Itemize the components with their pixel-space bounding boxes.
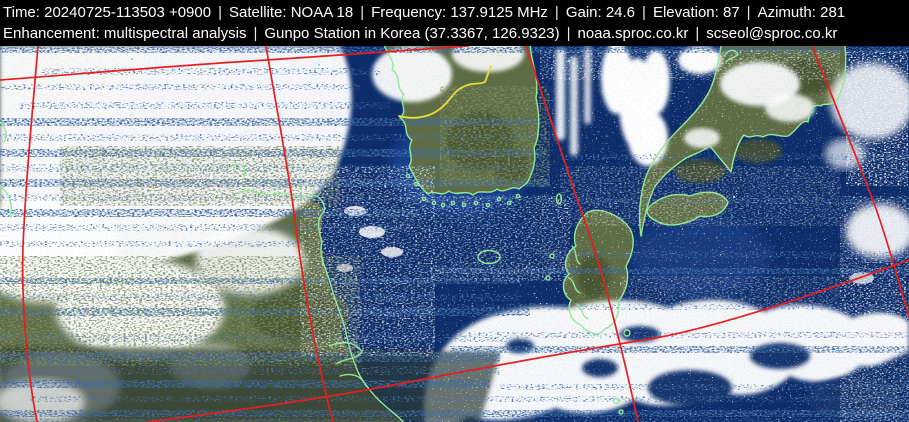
metadata-line-2: Enhancement: multispectral analysis | Gunp… bbox=[3, 23, 909, 44]
graticule-meridian-3 bbox=[525, 46, 639, 422]
email-field: scseol@sproc.co.kr bbox=[706, 25, 838, 42]
separator: | bbox=[746, 4, 751, 21]
metadata-line-1: Time: 20240725-113503 +0900 | Satellite: N… bbox=[3, 2, 909, 23]
kyushu-south-islands bbox=[545, 253, 631, 415]
satellite-image-canvas bbox=[0, 46, 909, 422]
station-field: Gunpo Station in Korea (37.3367, 126.932… bbox=[264, 25, 560, 42]
noto-peninsula-coastline bbox=[723, 49, 739, 63]
separator: | bbox=[642, 4, 646, 21]
korea-coastline bbox=[383, 46, 540, 196]
satellite-field: Satellite: NOAA 18 bbox=[229, 4, 354, 21]
separator: | bbox=[554, 4, 559, 21]
graticule-parallel-north bbox=[0, 46, 469, 81]
separator: | bbox=[360, 4, 365, 21]
graticule-meridian-4 bbox=[811, 46, 909, 318]
azimuth-field: Azimuth: 281 bbox=[757, 4, 846, 21]
kyushu-coastline bbox=[562, 209, 634, 335]
separator: | bbox=[253, 25, 258, 42]
time-field: Time: 20240725-113503 +0900 bbox=[3, 4, 212, 21]
frequency-field: Frequency: 137.9125 MHz bbox=[371, 4, 548, 21]
kyushu-west-inlets bbox=[568, 245, 589, 320]
satellite-image bbox=[0, 46, 909, 422]
china-coast-left-fragment bbox=[0, 121, 12, 217]
graticule-lines bbox=[0, 46, 909, 422]
coastline-overlay bbox=[0, 46, 847, 422]
noise-grain-overlay bbox=[0, 46, 909, 422]
korea-south-islands bbox=[405, 173, 521, 208]
metadata-header: Time: 20240725-113503 +0900 | Satellite: N… bbox=[0, 0, 909, 46]
honshu-coastline bbox=[638, 46, 847, 237]
cyan-noise-dots bbox=[131, 58, 735, 198]
graticule-meridian-2 bbox=[265, 46, 334, 422]
elevation-field: Elevation: 87 bbox=[652, 4, 740, 21]
separator: | bbox=[566, 25, 571, 42]
graticule-meridian-1 bbox=[21, 46, 39, 422]
shikoku-coastline bbox=[646, 191, 729, 226]
separator: | bbox=[695, 25, 700, 42]
enhancement-field: Enhancement: multispectral analysis bbox=[3, 25, 247, 42]
jeju-island-coastline bbox=[477, 249, 501, 265]
separator: | bbox=[218, 4, 222, 21]
china-coast-inlets bbox=[229, 163, 367, 387]
tsushima-island bbox=[555, 193, 563, 205]
gain-field: Gain: 24.6 bbox=[565, 4, 636, 21]
website-field: noaa.sproc.co.kr bbox=[577, 25, 689, 42]
dmz-border-line bbox=[398, 65, 492, 119]
graticule-parallel-south bbox=[147, 259, 909, 422]
